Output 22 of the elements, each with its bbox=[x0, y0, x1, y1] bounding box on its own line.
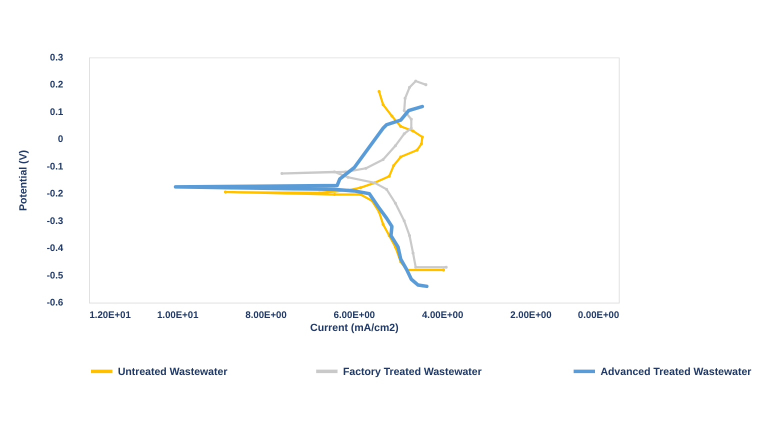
y-tick-label: -0.2 bbox=[46, 188, 64, 200]
y-tick-label: -0.1 bbox=[46, 161, 64, 172]
x-tick-label: 1.20E+01 bbox=[89, 310, 132, 321]
legend-label: Advanced Treated Wastewater bbox=[600, 366, 752, 378]
y-tick-label: 0.1 bbox=[50, 106, 64, 118]
y-tick-label: 0.2 bbox=[50, 80, 64, 91]
x-tick-label: 1.00E+01 bbox=[157, 310, 200, 321]
x-axis-title: Current (mA/cm2) bbox=[310, 323, 399, 334]
legend-label: Untreated Wastewater bbox=[118, 366, 228, 378]
legend-label: Factory Treated Wastewater bbox=[343, 366, 482, 378]
x-tick-label: 4.00E+00 bbox=[422, 310, 464, 321]
y-tick-label: 0 bbox=[58, 134, 64, 146]
y-axis-title: Potential (V) bbox=[18, 150, 30, 212]
y-tick-label: -0.4 bbox=[46, 243, 64, 254]
x-tick-label: 2.00E+00 bbox=[510, 310, 552, 321]
y-tick-label: -0.6 bbox=[46, 298, 64, 309]
y-tick-label: 0.3 bbox=[50, 52, 64, 64]
x-tick-label: 6.00E+00 bbox=[334, 310, 376, 321]
y-tick-label: -0.3 bbox=[46, 216, 64, 227]
y-tick-label: -0.5 bbox=[46, 270, 64, 282]
x-tick-label: 0.00E+00 bbox=[578, 310, 620, 321]
x-tick-label: 8.00E+00 bbox=[245, 310, 287, 321]
